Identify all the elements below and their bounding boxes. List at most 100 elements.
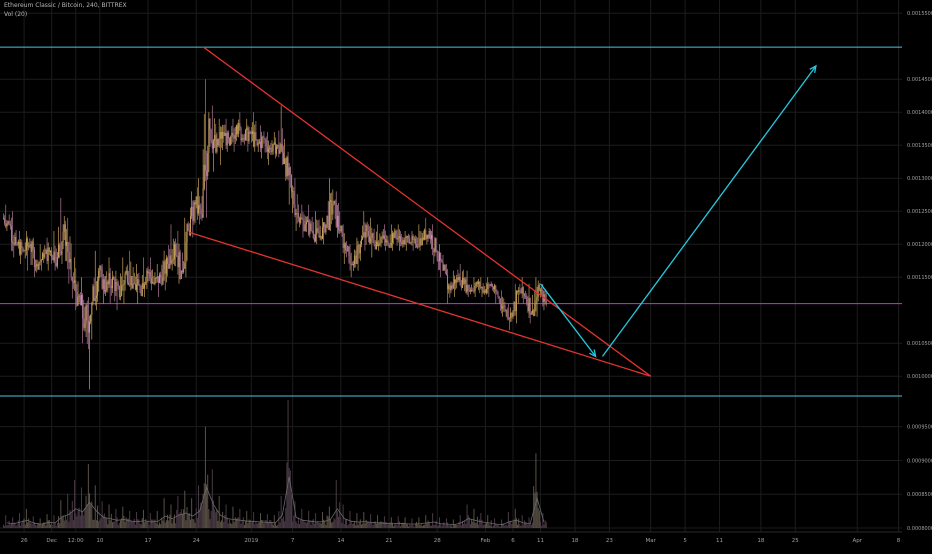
volume-bar xyxy=(271,522,273,528)
volume-bar xyxy=(299,524,301,528)
candle-body xyxy=(513,301,515,311)
falling-wedge[interactable] xyxy=(189,46,652,377)
candle-body xyxy=(377,241,379,247)
candle-body xyxy=(495,285,497,292)
volume-bar xyxy=(541,525,543,528)
candle-body xyxy=(300,217,302,224)
candle-body xyxy=(168,264,170,269)
volume-bar xyxy=(293,515,295,528)
candle-body xyxy=(173,244,175,259)
volume-bar xyxy=(360,524,362,528)
candle-body xyxy=(397,237,399,240)
candle-body xyxy=(481,287,483,288)
candle-body xyxy=(521,287,523,294)
volume-bar xyxy=(472,521,474,528)
candle-body xyxy=(214,135,216,141)
price-axis[interactable]: 0.00155000 0.00145000 0.00140000 0.00135000… xyxy=(902,0,932,550)
x-tick-label: 11 xyxy=(716,538,723,544)
volume-bar xyxy=(10,523,12,528)
candle-body xyxy=(80,295,82,305)
price-axis-bg xyxy=(902,0,932,550)
candle-body xyxy=(455,279,457,283)
candle-body xyxy=(196,196,198,214)
candle-body xyxy=(189,216,191,236)
candle-body xyxy=(237,125,239,134)
volume-bar xyxy=(4,526,6,528)
volume-bar xyxy=(122,506,124,528)
candle-body xyxy=(53,251,55,261)
volume-bar xyxy=(82,511,84,528)
volume-bar xyxy=(534,492,536,528)
candle-body xyxy=(109,273,111,286)
candle-body xyxy=(129,284,131,286)
volume-bar xyxy=(185,520,187,528)
volume-bar xyxy=(510,521,512,528)
horizontal-levels[interactable]: 0.001498610.001110000.00097070 xyxy=(0,43,932,400)
candle-body xyxy=(414,238,416,245)
candle-body xyxy=(334,200,336,204)
candle-body xyxy=(29,244,31,247)
volume-bar xyxy=(59,523,61,528)
candle-body xyxy=(350,263,352,265)
candle-body xyxy=(264,138,266,140)
candle-body xyxy=(328,201,330,230)
candle-body xyxy=(234,134,236,139)
volume-bar xyxy=(529,523,531,528)
volume-bar xyxy=(497,524,499,528)
volume-bar xyxy=(141,518,143,528)
volume-bar xyxy=(43,522,45,528)
x-tick-label: Dec xyxy=(46,538,57,544)
volume-bar xyxy=(41,523,43,528)
volume-bar xyxy=(440,523,442,528)
volume-bar xyxy=(5,515,7,528)
candle-body xyxy=(489,284,491,286)
candle-body xyxy=(370,237,372,243)
volume-bar xyxy=(474,522,476,528)
volume-bar xyxy=(525,522,527,528)
candle-body xyxy=(505,309,507,311)
candle-body xyxy=(105,290,107,292)
volume-bar xyxy=(102,515,104,528)
volume-bar xyxy=(7,525,9,528)
volume-bar xyxy=(249,519,251,528)
volume-bar xyxy=(294,501,296,528)
candle-body xyxy=(84,323,86,328)
candle-body xyxy=(183,268,185,273)
volume-bar xyxy=(263,523,265,528)
candle-body xyxy=(430,234,432,240)
volume-bar xyxy=(310,524,312,528)
volume-bar xyxy=(148,524,150,528)
candle-body xyxy=(280,143,282,150)
volume-bar xyxy=(367,522,369,528)
forecast-arrows[interactable] xyxy=(539,64,817,358)
candle-body xyxy=(540,289,542,291)
candle-body xyxy=(339,230,341,231)
candle-body xyxy=(21,242,23,249)
candle-body xyxy=(535,300,537,304)
candle-body xyxy=(137,279,139,285)
volume-bar xyxy=(51,521,53,528)
candle-body xyxy=(62,231,64,242)
volume-bar xyxy=(418,517,420,528)
volume-bar xyxy=(201,505,203,528)
candle-body xyxy=(59,244,61,252)
candle-body xyxy=(145,281,147,285)
volume-bar xyxy=(387,524,389,528)
candle-body xyxy=(187,224,189,231)
candle-body xyxy=(16,244,18,245)
candle-body xyxy=(188,231,190,236)
volume-bar xyxy=(471,518,473,528)
volume-bar xyxy=(2,524,4,528)
candle-body xyxy=(123,283,125,285)
volume-bar xyxy=(542,513,544,528)
volume-bar xyxy=(56,522,58,528)
candle-body xyxy=(348,246,350,256)
time-axis[interactable]: 26 Dec 12:00 10 17 24 2019 7 14 21 28 Feb 6 11 18 23 Mar… xyxy=(0,531,902,544)
volume-bar xyxy=(453,525,455,528)
candle-body xyxy=(475,281,477,286)
candle-body xyxy=(421,237,423,245)
candle-body xyxy=(67,242,69,253)
volume-bar xyxy=(504,525,506,528)
candle-body xyxy=(538,285,540,291)
volume-bar xyxy=(352,523,354,528)
